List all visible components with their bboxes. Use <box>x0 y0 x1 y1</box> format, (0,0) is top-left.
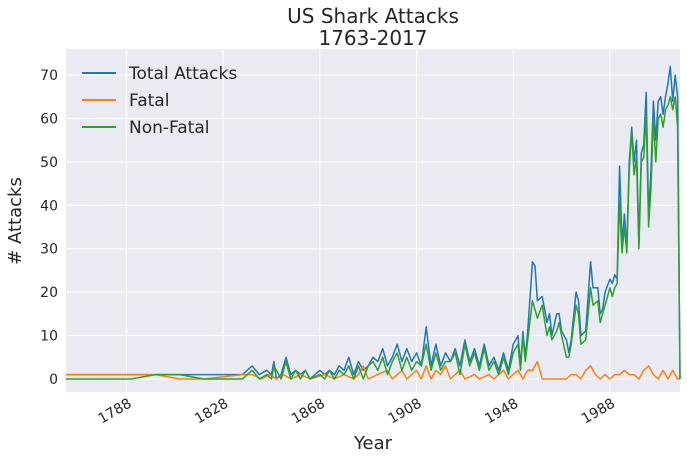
y-tick-label: 60 <box>40 111 58 127</box>
x-tick-label: 1948 <box>482 396 521 428</box>
y-tick-label: 50 <box>40 155 58 171</box>
y-tick-label: 70 <box>40 68 58 84</box>
x-tick-labels: 1788 1828 1868 1908 1948 1988 <box>96 396 618 428</box>
series-lines <box>66 65 681 380</box>
legend-entry: Fatal <box>129 91 169 111</box>
legend-entry: Total Attacks <box>128 64 237 84</box>
x-tick-label: 1908 <box>386 396 425 428</box>
legend-entry: Non-Fatal <box>129 118 209 138</box>
y-tick-label: 40 <box>40 198 58 214</box>
x-tick-label: 1868 <box>289 396 328 428</box>
y-tick-label: 0 <box>49 372 58 388</box>
legend: Total Attacks Fatal Non-Fatal <box>82 64 237 138</box>
y-tick-label: 20 <box>40 285 58 301</box>
series-line-fatal <box>66 360 680 380</box>
x-axis-label: Year <box>353 433 393 454</box>
grid <box>66 49 680 392</box>
series-line-non-fatal <box>66 96 681 380</box>
x-tick-label: 1988 <box>579 396 618 428</box>
chart-subtitle: 1763-2017 <box>318 26 427 50</box>
y-tick-labels: 0 10 20 30 40 50 60 70 <box>40 68 58 388</box>
plot-background <box>66 49 680 392</box>
y-tick-label: 30 <box>40 242 58 258</box>
y-axis-label: # Attacks <box>5 177 26 265</box>
y-tick-label: 10 <box>40 329 58 345</box>
x-tick-label: 1828 <box>192 396 231 428</box>
chart-title: US Shark Attacks <box>287 4 459 28</box>
x-tick-label: 1788 <box>96 396 135 428</box>
